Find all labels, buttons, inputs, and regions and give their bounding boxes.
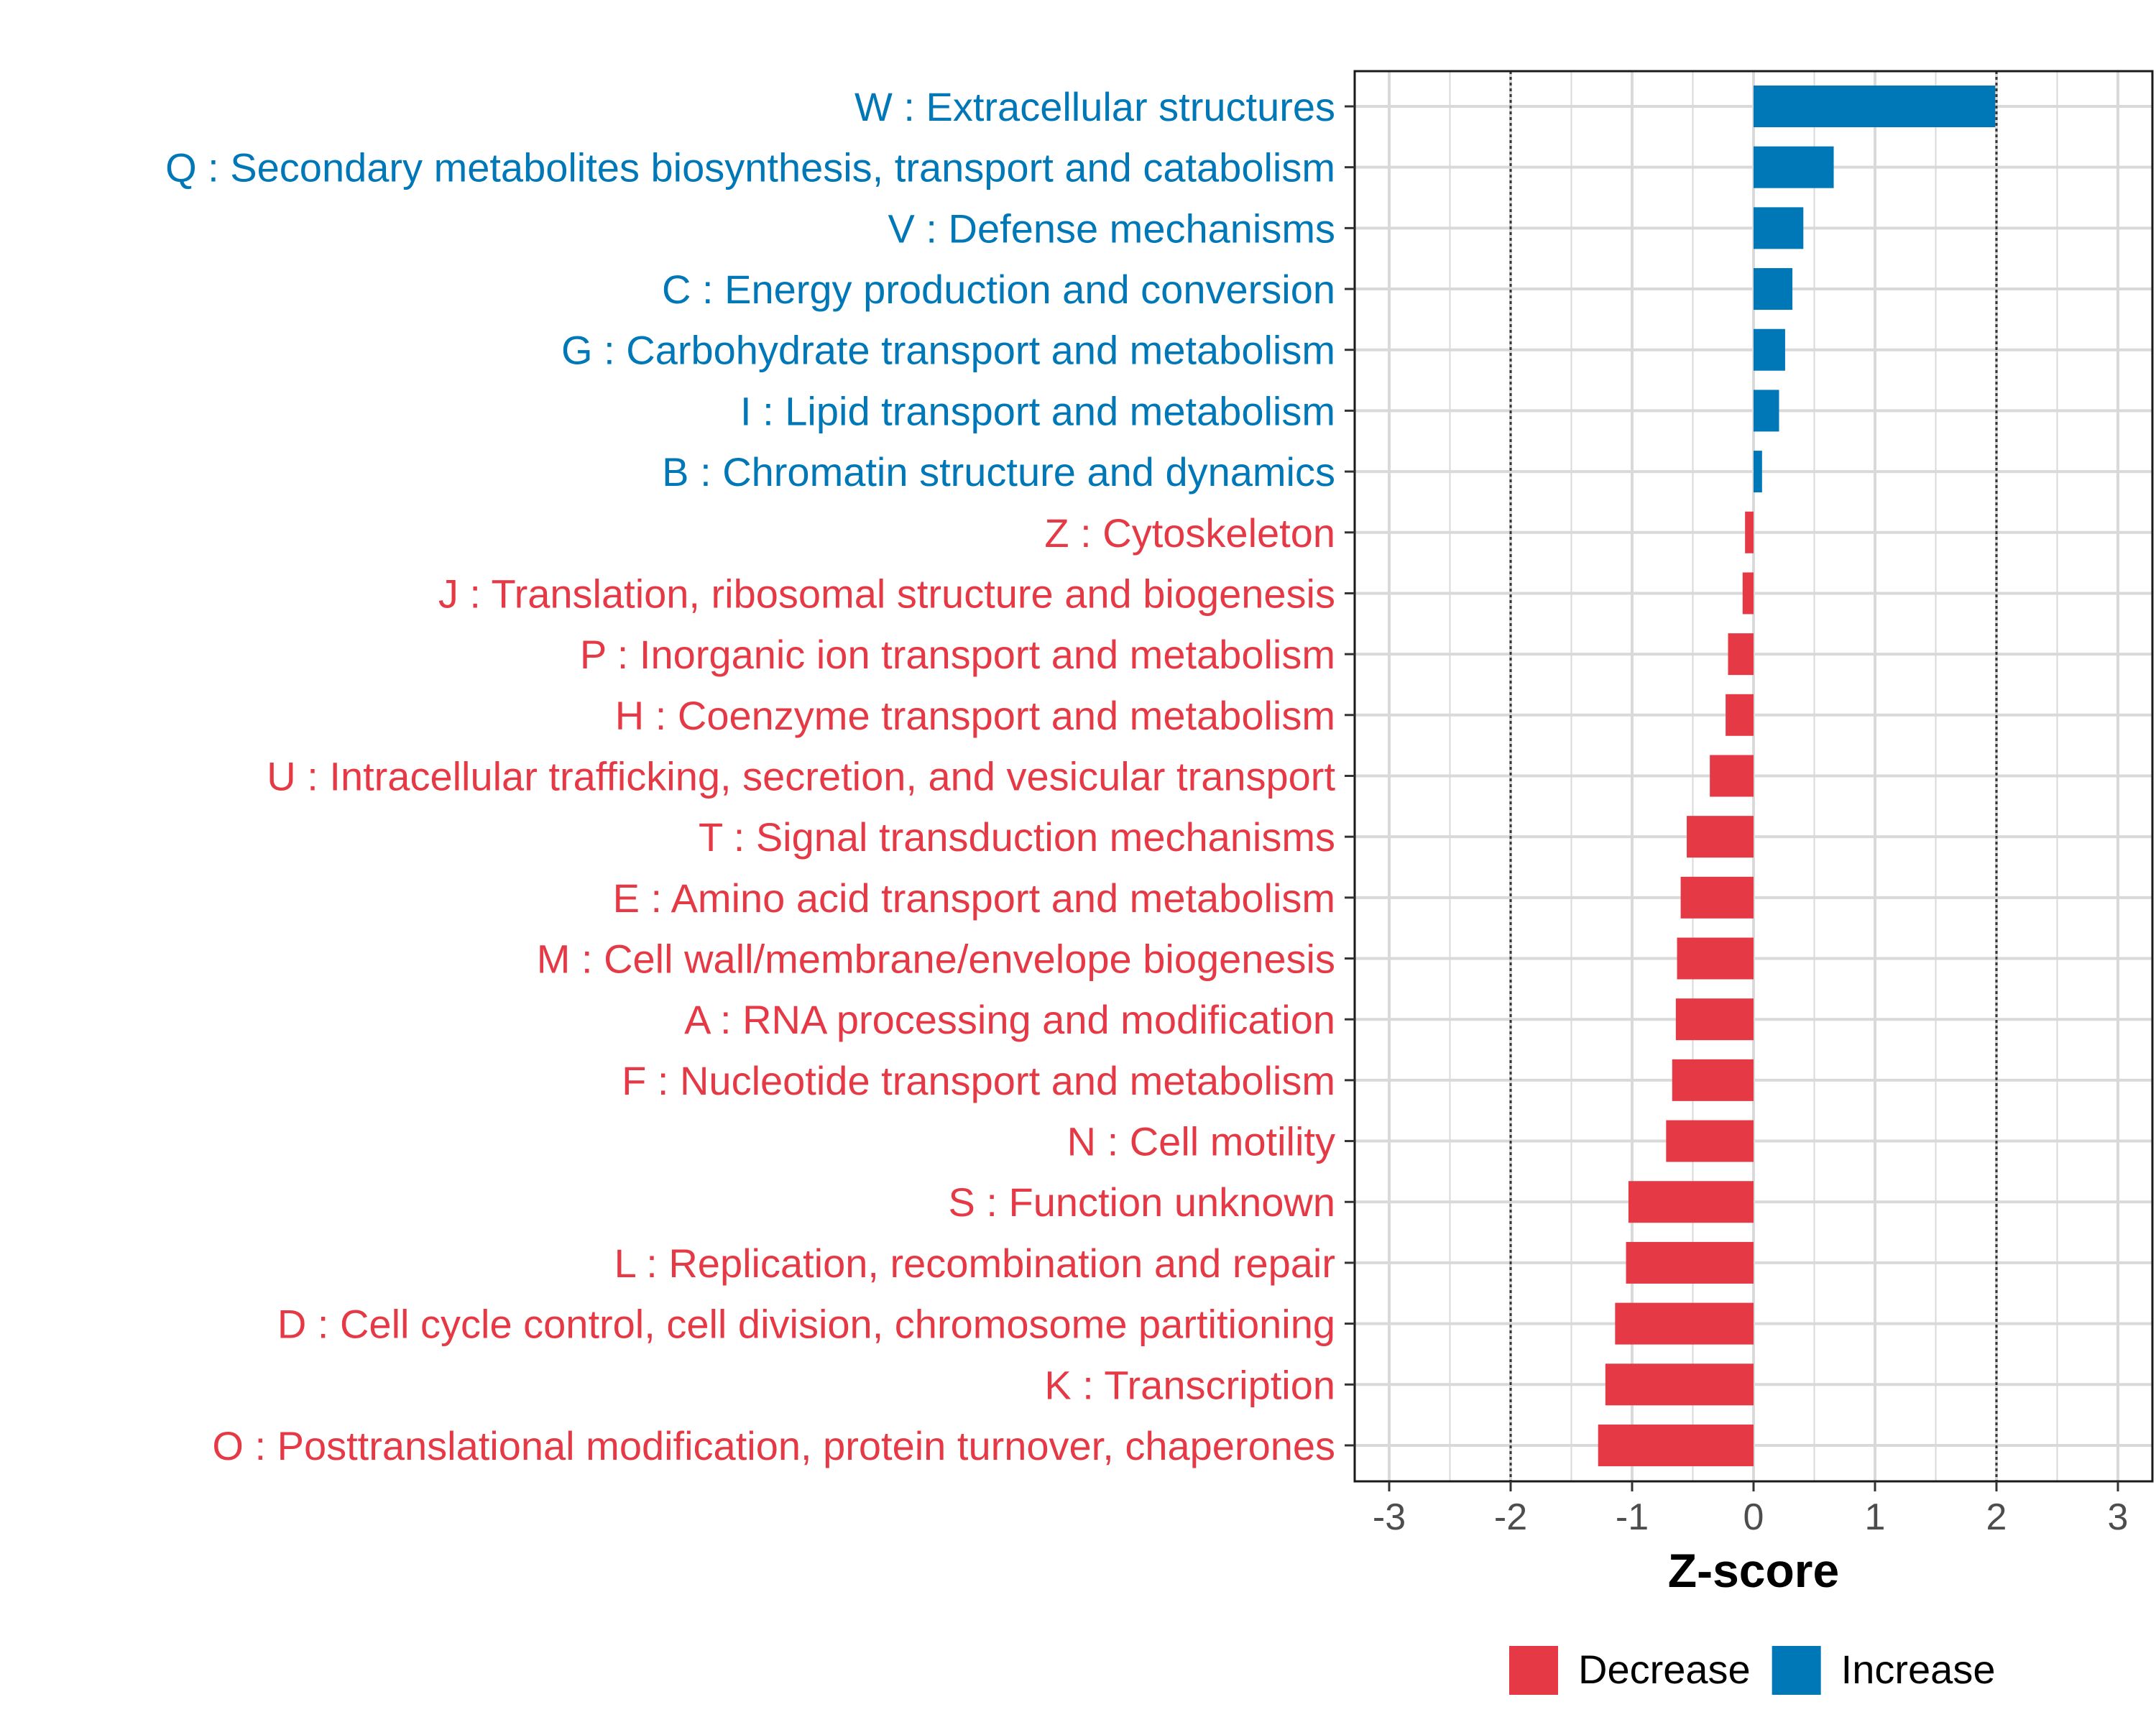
category-label: E : Amino acid transport and metabolism (613, 875, 1335, 921)
category-label: H : Coenzyme transport and metabolism (615, 693, 1335, 738)
bar-3 (1754, 207, 1804, 249)
category-label: T : Signal transduction mechanisms (699, 814, 1335, 860)
x-tick-label: -3 (1373, 1496, 1406, 1538)
bar-21 (1615, 1302, 1754, 1345)
bar-23 (1598, 1424, 1754, 1466)
category-label: J : Translation, ribosomal structure and… (438, 571, 1335, 616)
x-tick-label: 0 (1743, 1496, 1764, 1538)
category-label: Q : Secondary metabolites biosynthesis, … (165, 145, 1335, 190)
category-label: S : Function unknown (948, 1179, 1335, 1225)
category-label: O : Posttranslational modification, prot… (212, 1423, 1335, 1468)
x-tick-label: 3 (2108, 1496, 2129, 1538)
bar-4 (1754, 268, 1793, 310)
category-label: V : Defense mechanisms (888, 206, 1335, 251)
bar-22 (1605, 1363, 1754, 1406)
bar-2 (1754, 146, 1834, 188)
bar-5 (1754, 328, 1785, 371)
category-label: D : Cell cycle control, cell division, c… (277, 1302, 1335, 1347)
reference-lines (1509, 71, 1998, 1481)
legend: Decrease Increase (1509, 1646, 1995, 1695)
category-label: U : Intracellular trafficking, secretion… (267, 753, 1335, 799)
category-label: K : Transcription (1044, 1362, 1335, 1407)
bar-9 (1742, 572, 1754, 615)
bar-1 (1754, 86, 1996, 127)
x-tick-label: 1 (1865, 1496, 1886, 1538)
category-label: G : Carbohydrate transport and metabolis… (561, 328, 1335, 373)
bar-19 (1628, 1181, 1754, 1223)
bar-20 (1626, 1241, 1754, 1284)
bar-18 (1666, 1120, 1754, 1162)
bar-8 (1745, 511, 1754, 553)
bar-6 (1754, 390, 1779, 432)
bar-15 (1677, 937, 1754, 980)
bar-13 (1687, 816, 1754, 858)
bar-11 (1726, 694, 1754, 736)
category-label: A : RNA processing and modification (684, 997, 1335, 1042)
bar-17 (1672, 1059, 1754, 1101)
category-label: N : Cell motility (1067, 1119, 1335, 1164)
legend-label: Increase (1841, 1647, 1996, 1692)
x-axis-title: Z-score (1668, 1544, 1839, 1597)
category-label: C : Energy production and conversion (662, 267, 1335, 312)
bar-14 (1680, 876, 1754, 919)
x-tick-label: 2 (1986, 1496, 2007, 1538)
category-label: F : Nucleotide transport and metabolism (622, 1058, 1335, 1103)
category-label: M : Cell wall/membrane/envelope biogenes… (537, 937, 1335, 982)
legend-swatch (1772, 1646, 1821, 1695)
bar-7 (1754, 451, 1762, 493)
bar-10 (1728, 633, 1754, 676)
legend-label: Decrease (1578, 1647, 1751, 1692)
category-label: B : Chromatin structure and dynamics (662, 449, 1335, 494)
category-label: P : Inorganic ion transport and metaboli… (580, 632, 1335, 677)
bars (1598, 86, 1996, 1466)
bar-12 (1710, 755, 1754, 797)
x-tick-label: -1 (1616, 1496, 1649, 1538)
y-axis-ticks: W : Extracellular structures Q : Secondar… (165, 84, 1355, 1468)
legend-swatch (1509, 1646, 1558, 1695)
category-label: L : Replication, recombination and repai… (614, 1241, 1335, 1286)
category-label: Z : Cytoskeleton (1044, 510, 1335, 556)
bar-16 (1675, 998, 1754, 1041)
category-label: W : Extracellular structures (854, 84, 1335, 129)
x-axis-ticks: -3 -2 -1 0 1 2 3 (1373, 1481, 2129, 1538)
category-label: I : Lipid transport and metabolism (740, 388, 1335, 433)
x-tick-label: -2 (1494, 1496, 1527, 1538)
